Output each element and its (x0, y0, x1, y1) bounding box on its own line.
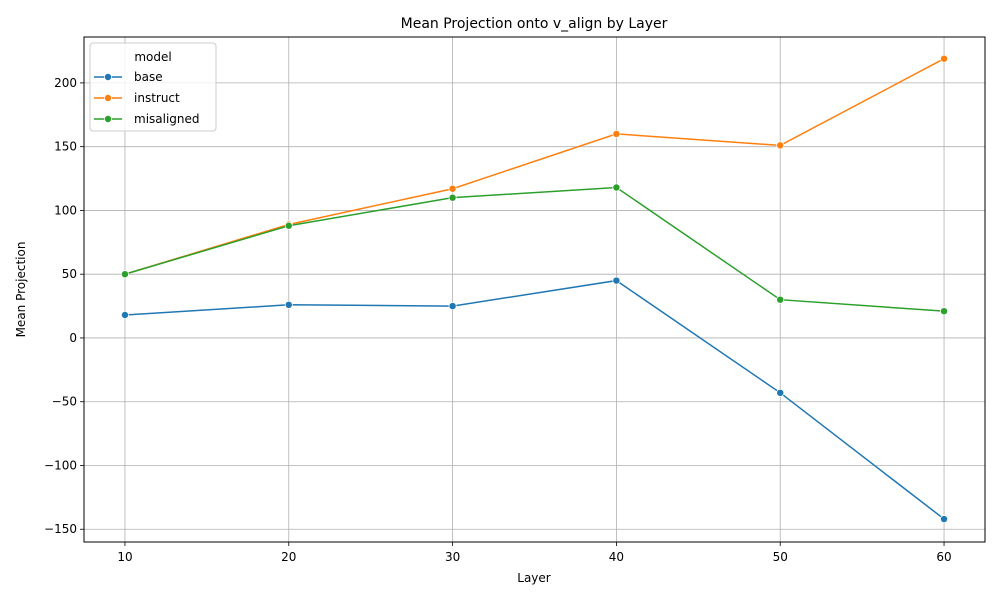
chart-title: Mean Projection onto v_align by Layer (401, 16, 668, 32)
x-tick-label: 40 (609, 550, 624, 564)
legend-marker-instruct (104, 94, 112, 102)
y-tick-label: −150 (44, 522, 77, 536)
y-tick-label: −50 (52, 395, 77, 409)
data-point-misaligned (940, 307, 949, 316)
series-line-instruct (124, 58, 945, 275)
y-tick-label: 150 (54, 140, 77, 154)
y-axis-label: Mean Projection (14, 242, 28, 338)
y-tick-label: 200 (54, 76, 77, 90)
legend-box (89, 42, 217, 132)
legend-label-base: base (134, 70, 163, 84)
legend-marker-misaligned (104, 115, 112, 123)
x-tick-label: 60 (936, 550, 951, 564)
series-line-base (124, 279, 945, 520)
series-misaligned (120, 183, 949, 316)
legend-label-instruct: instruct (134, 91, 180, 105)
data-point-misaligned (776, 295, 785, 304)
data-point-base (940, 515, 949, 524)
data-point-misaligned (284, 221, 293, 230)
legend-entry-misaligned: misaligned (94, 112, 200, 126)
legend-entry-base: base (94, 70, 163, 84)
y-tick-label: −100 (44, 458, 77, 472)
x-tick-label: 20 (281, 550, 296, 564)
data-point-instruct (448, 184, 457, 193)
x-axis-label: Layer (517, 571, 551, 585)
data-point-base (448, 302, 457, 311)
data-point-instruct (940, 54, 949, 63)
legend-title: model (134, 50, 171, 64)
x-tick-label: 10 (117, 550, 132, 564)
series-base (120, 276, 949, 524)
x-axis: 10 20 30 40 50 60 (117, 542, 952, 564)
x-tick-label: 30 (445, 550, 460, 564)
series-group (120, 54, 949, 524)
data-point-base (776, 388, 785, 397)
data-point-base (120, 311, 129, 319)
data-point-misaligned (612, 183, 621, 192)
legend-entry-instruct: instruct (94, 91, 180, 105)
data-point-base (612, 276, 621, 285)
legend: model base instruct misaligned (89, 42, 217, 132)
y-tick-label: 100 (54, 203, 77, 217)
data-point-misaligned (448, 193, 457, 202)
grid (84, 37, 985, 542)
plot-area (83, 36, 986, 543)
legend-entries: base instruct misaligned (94, 70, 200, 126)
x-tick-label: 50 (773, 550, 788, 564)
series-line-misaligned (124, 186, 945, 312)
data-point-instruct (776, 141, 785, 150)
y-axis: −150 −100 −50 0 50 100 150 200 (44, 76, 84, 536)
data-point-instruct (612, 129, 621, 138)
y-tick-label: 50 (62, 267, 77, 281)
legend-marker-base (104, 73, 112, 81)
legend-label-misaligned: misaligned (134, 112, 200, 126)
data-point-misaligned (120, 270, 129, 279)
y-tick-label: 0 (69, 331, 77, 345)
data-point-base (284, 300, 293, 309)
series-instruct (120, 54, 949, 279)
